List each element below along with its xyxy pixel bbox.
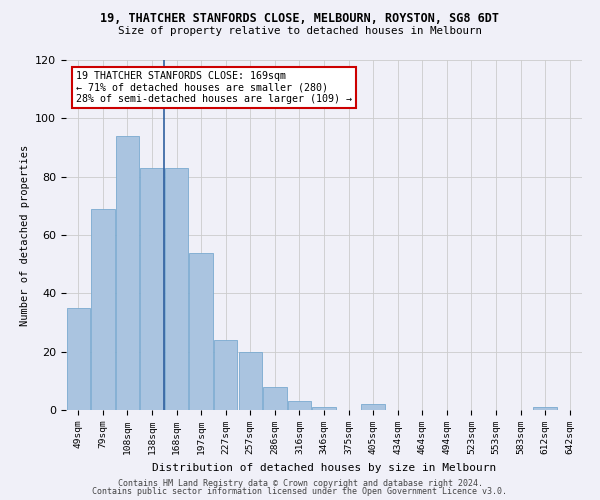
Text: Contains HM Land Registry data © Crown copyright and database right 2024.: Contains HM Land Registry data © Crown c… xyxy=(118,478,482,488)
Bar xyxy=(533,407,557,410)
Y-axis label: Number of detached properties: Number of detached properties xyxy=(20,144,29,326)
Text: 19, THATCHER STANFORDS CLOSE, MELBOURN, ROYSTON, SG8 6DT: 19, THATCHER STANFORDS CLOSE, MELBOURN, … xyxy=(101,12,499,26)
Text: Size of property relative to detached houses in Melbourn: Size of property relative to detached ho… xyxy=(118,26,482,36)
Bar xyxy=(165,168,188,410)
Bar xyxy=(239,352,262,410)
X-axis label: Distribution of detached houses by size in Melbourn: Distribution of detached houses by size … xyxy=(152,462,496,472)
Bar xyxy=(116,136,139,410)
Bar xyxy=(91,209,115,410)
Text: 19 THATCHER STANFORDS CLOSE: 169sqm
← 71% of detached houses are smaller (280)
2: 19 THATCHER STANFORDS CLOSE: 169sqm ← 71… xyxy=(76,70,352,104)
Bar xyxy=(313,407,335,410)
Bar xyxy=(67,308,90,410)
Text: Contains public sector information licensed under the Open Government Licence v3: Contains public sector information licen… xyxy=(92,487,508,496)
Bar xyxy=(263,386,287,410)
Bar xyxy=(140,168,164,410)
Bar xyxy=(288,401,311,410)
Bar xyxy=(190,252,213,410)
Bar xyxy=(214,340,238,410)
Bar xyxy=(361,404,385,410)
